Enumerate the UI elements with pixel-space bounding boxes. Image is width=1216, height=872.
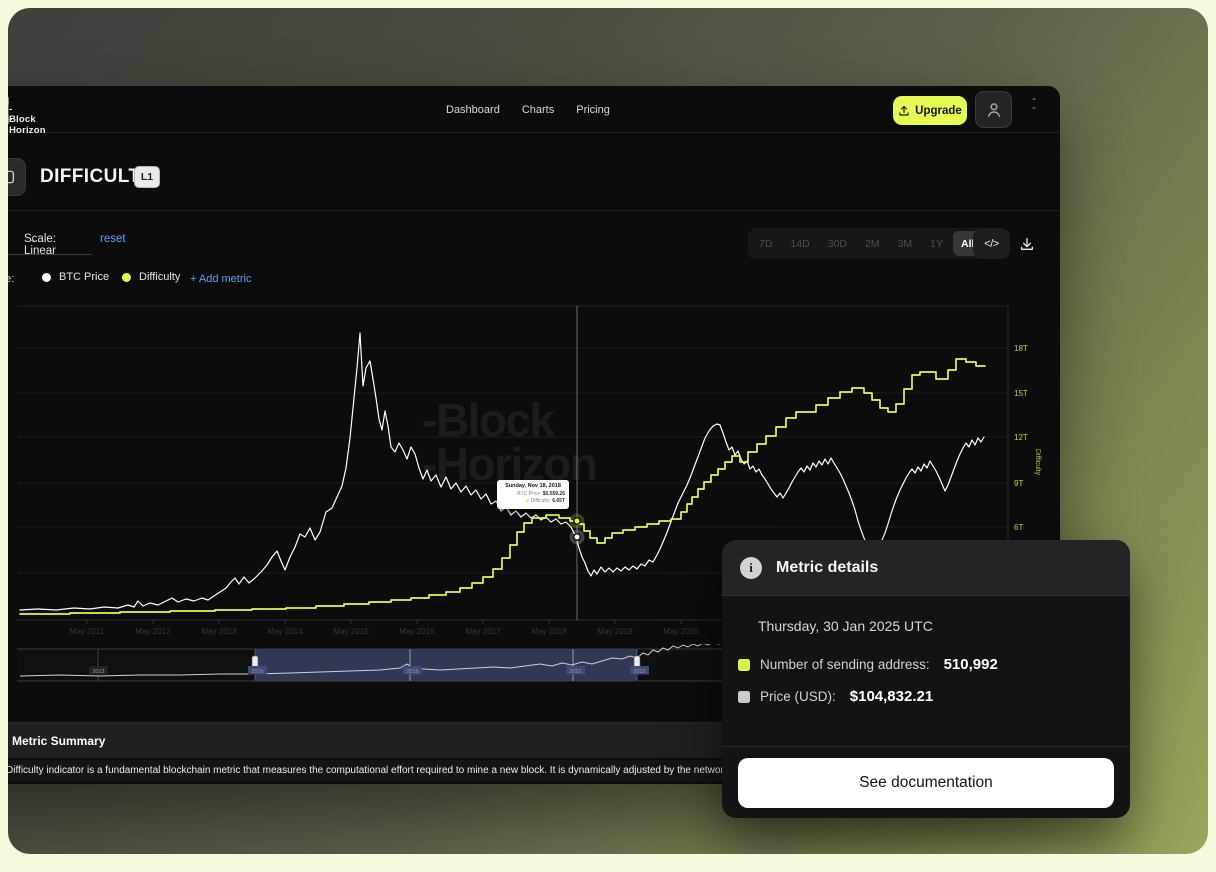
svg-text:2019: 2019 [406,669,418,675]
scale-select[interactable]: Scale: Linear ⌄ [24,233,56,257]
add-metric-link[interactable]: + Add metric [190,273,252,285]
metric-summary-heading: Metric Summary [12,734,106,748]
metric-swatch [738,658,750,671]
chevron-down-icon: ⌄ [29,234,37,244]
svg-text:May 2019: May 2019 [597,627,633,636]
upload-icon [899,105,909,116]
svg-text:12T: 12T [1014,433,1028,442]
sidebar-toggle-button[interactable] [8,158,26,196]
legend-item-difficulty[interactable]: Difficulty [122,271,180,283]
svg-text:15T: 15T [1014,389,1028,398]
svg-text:May 2012: May 2012 [135,627,171,636]
divider [8,210,1060,211]
compare-label: Compare: [8,273,15,285]
panel-layout-icon [8,170,15,184]
metric-details-title: Metric details [776,558,879,576]
range-3m[interactable]: 3M [897,237,913,250]
difficulty-dot [122,272,131,282]
upgrade-button[interactable]: Upgrade [893,96,967,125]
account-avatar-button[interactable] [975,91,1012,128]
download-button[interactable] [1016,233,1038,255]
download-icon [1021,238,1033,250]
sending-address-row: Number of sending address: 510,992 [738,656,998,673]
metric-value: 510,992 [943,656,998,673]
time-range-group: 7D 14D 30D 2M 3M 1Y All [748,228,986,259]
legend-item-btc-price[interactable]: BTC Price [42,271,109,283]
desktop-backdrop: -Block -Horizon Dashboard Charts Pricing… [8,8,1208,854]
legend-label: BTC Price [59,271,110,283]
svg-text:May 2015: May 2015 [333,627,369,636]
chart-tooltip: Sunday, Nov 18, 2018 BTC Price: $5,559.2… [497,480,569,509]
metric-details-header: i Metric details [722,540,1130,596]
svg-text:May 2016: May 2016 [399,627,435,636]
upgrade-label: Upgrade [915,104,962,117]
svg-text:2016: 2016 [251,669,263,675]
tooltip-btc-row: BTC Price: $5,559.26 [517,491,565,497]
svg-text:9T: 9T [1014,479,1023,488]
svg-text:2013: 2013 [92,669,104,675]
svg-text:May 2018: May 2018 [531,627,567,636]
range-14d[interactable]: 14D [790,237,810,250]
nav-item-dashboard[interactable]: Dashboard [446,103,500,116]
svg-text:Difficulty: Difficulty [1034,449,1041,476]
see-documentation-button[interactable]: See documentation [738,758,1114,808]
metric-value: $104,832.21 [849,688,934,705]
svg-text:18T: 18T [1014,344,1028,353]
metric-label: Number of sending address: [760,657,930,672]
svg-text:6T: 6T [1014,523,1023,532]
range-2m[interactable]: 2M [864,237,880,250]
metric-details-card: i Metric details Thursday, 30 Jan 2025 U… [722,540,1130,818]
logo-line-1: -Block [9,103,36,126]
svg-text:2022: 2022 [633,669,645,675]
info-icon: i [740,556,762,579]
svg-text:May 2014: May 2014 [267,627,303,636]
app-logo[interactable]: -Block -Horizon [8,96,46,136]
scale-select-underline [22,254,92,255]
svg-text:May 2017: May 2017 [465,627,501,636]
nav-item-charts[interactable]: Charts [521,103,555,116]
svg-text:May 2011: May 2011 [70,627,105,636]
reset-link[interactable]: reset [100,233,126,245]
layer-badge: L1 [134,166,160,188]
user-icon [987,102,1000,117]
svg-text:2021: 2021 [569,669,581,675]
logo-line-2: -Horizon [9,114,46,136]
metric-label: Price (USD): [760,689,836,704]
metric-details-date: Thursday, 30 Jan 2025 UTC [758,618,933,634]
top-nav: Dashboard Charts Pricing [446,86,610,133]
svg-text:May 2013: May 2013 [201,627,237,636]
price-usd-row: Price (USD): $104,832.21 [738,688,933,705]
range-7d[interactable]: 7D [759,237,773,250]
tooltip-date: Sunday, Nov 18, 2018 [505,483,561,489]
legend-label: Difficulty [139,271,181,283]
range-30d[interactable]: 30D [827,237,847,250]
tooltip-difficulty-row: Difficulty: 6.65T [501,498,565,505]
metric-swatch [738,690,750,703]
metric-details-footer: See documentation [722,746,1130,818]
app-header: -Block -Horizon Dashboard Charts Pricing… [8,86,1060,136]
account-expand-chevrons[interactable]: ⌃ ⌄ [1030,97,1038,111]
watermark: -Block -Horizon [422,394,598,490]
clipped-control-underline [8,254,44,255]
embed-code-button[interactable]: </> [973,228,1010,259]
metric-summary-text: The Difficulty indicator is a fundamenta… [8,765,919,776]
page-title: DIFFICULTY [40,166,154,187]
svg-text:May 2020: May 2020 [663,627,699,636]
range-1y[interactable]: 1Y [930,237,943,250]
btc-price-dot [42,272,51,282]
nav-item-pricing[interactable]: Pricing [576,103,610,116]
difficulty-swatch [525,499,529,503]
